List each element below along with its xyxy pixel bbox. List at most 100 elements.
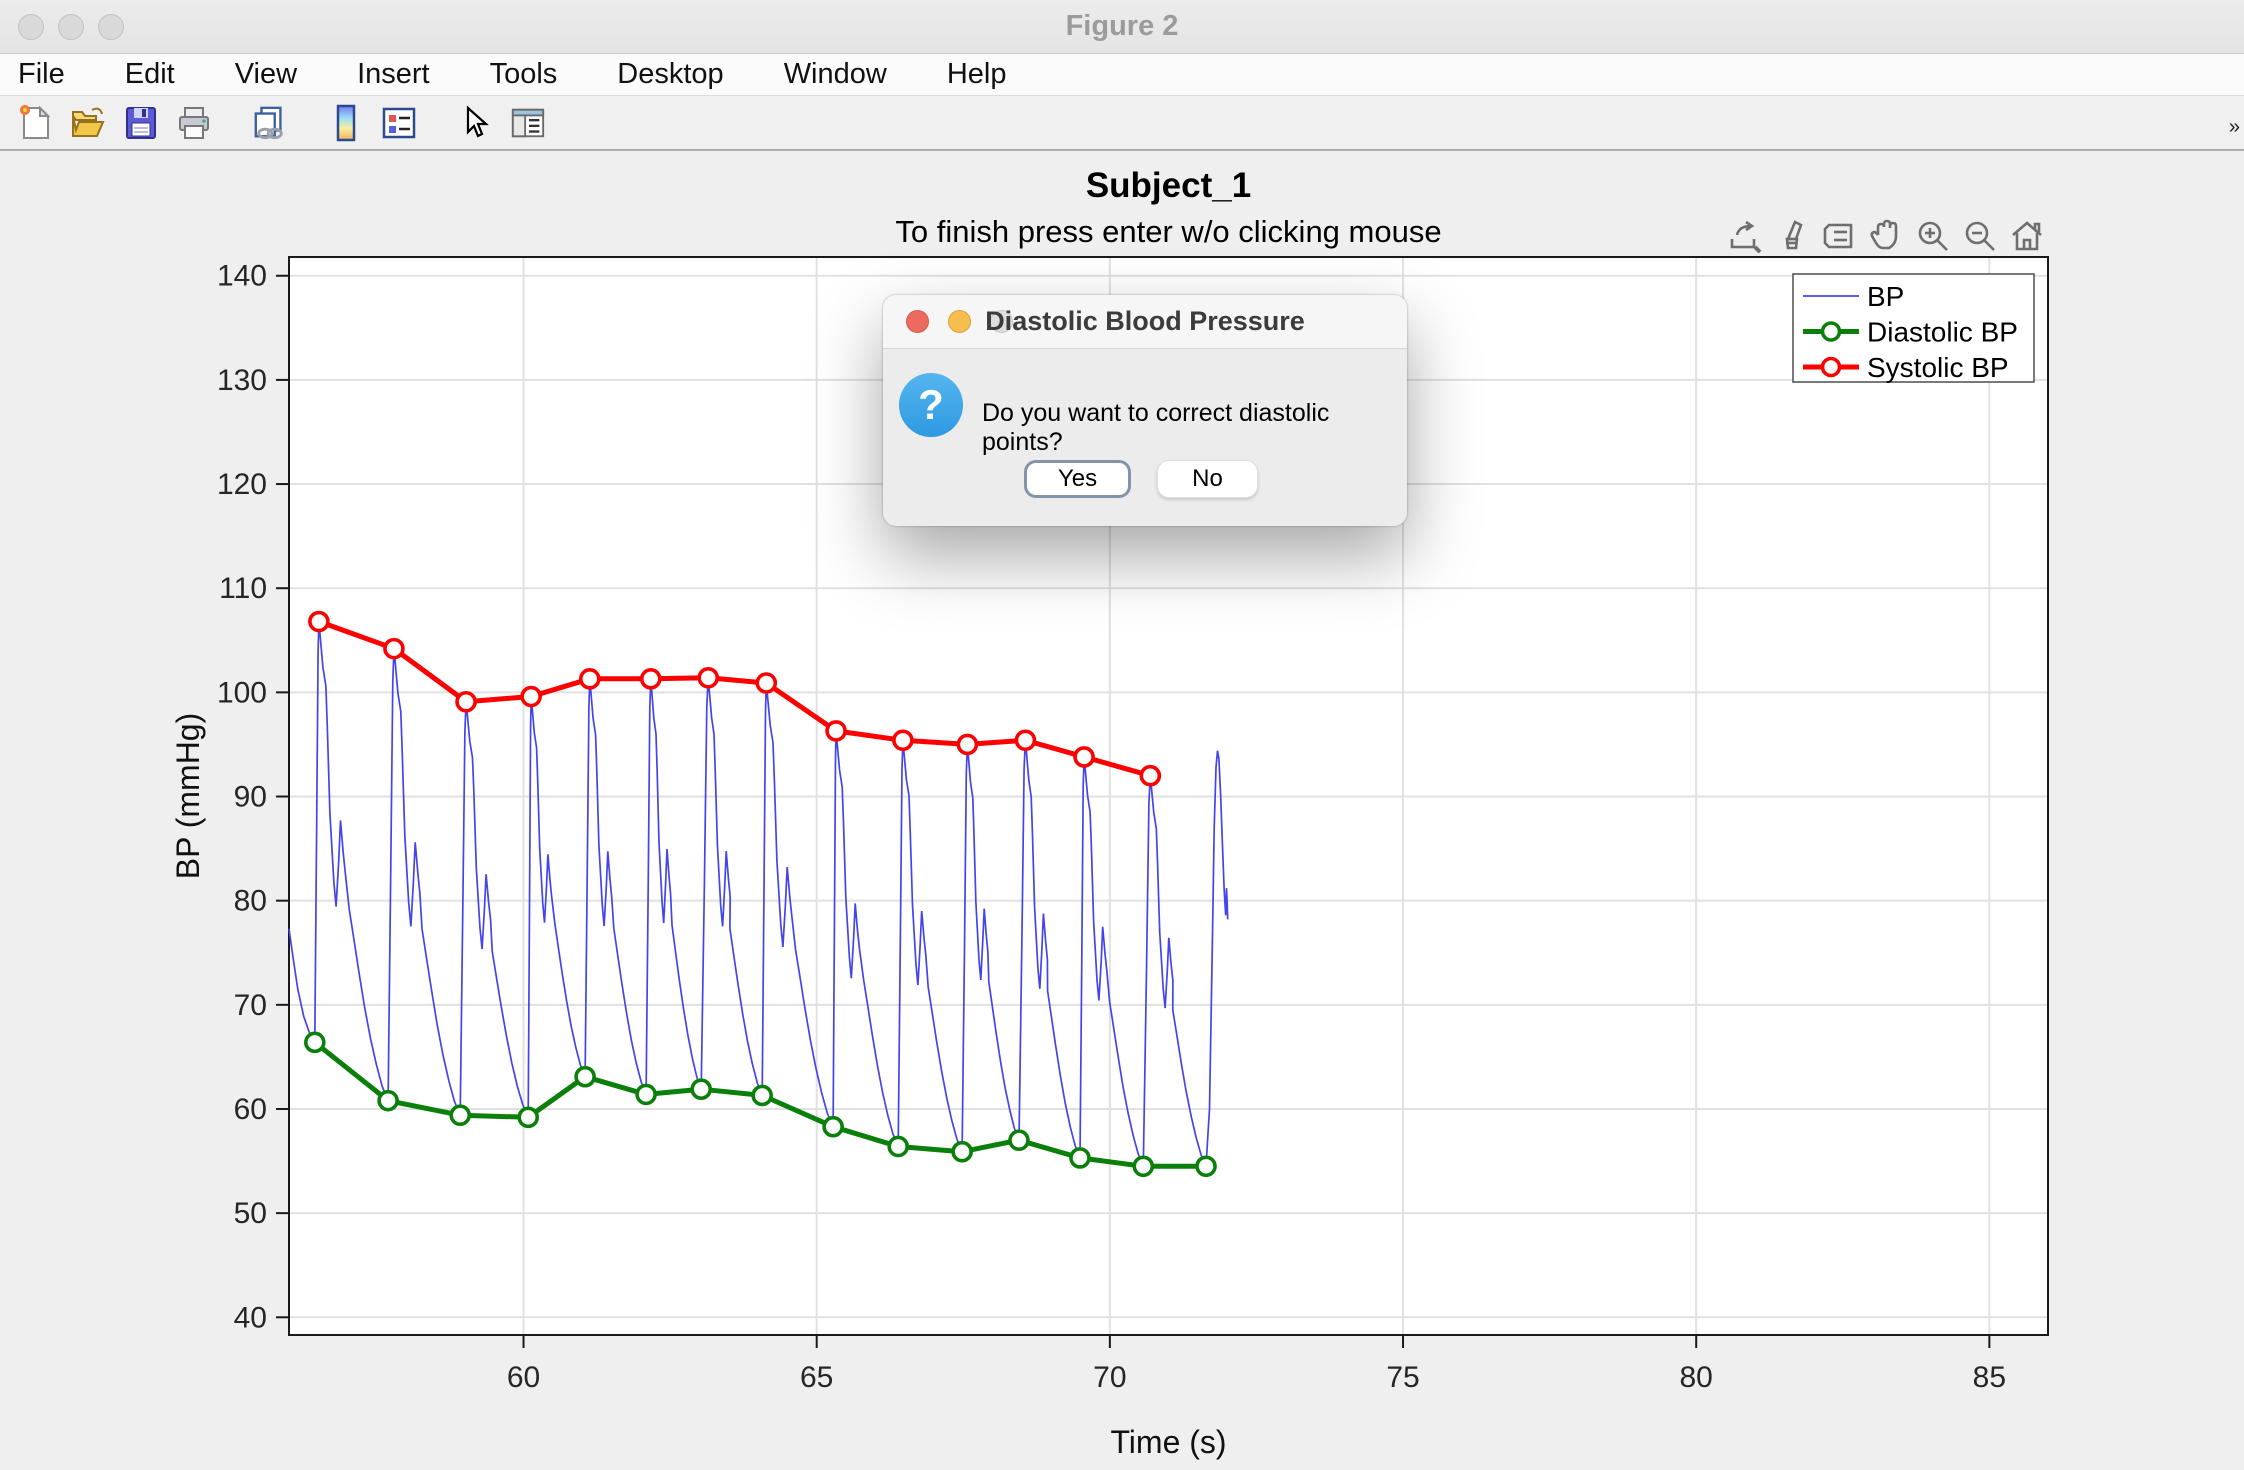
legend-label: Diastolic BP (1867, 317, 2018, 348)
menu-tools[interactable]: Tools (489, 58, 558, 90)
close-button-icon[interactable] (18, 14, 44, 40)
edit-plot-arrow-icon[interactable] (457, 104, 493, 142)
yes-button[interactable]: Yes (1024, 460, 1131, 498)
dialog-title: Diastolic Blood Pressure (985, 306, 1305, 336)
x-tick-label: 65 (800, 1361, 833, 1394)
diastolic-bp-marker (1132, 1155, 1155, 1178)
dialog-zoom-icon (990, 310, 1013, 333)
diastolic-bp-marker (887, 1135, 910, 1158)
chart-subtitle: To finish press enter w/o clicking mouse (895, 214, 1442, 249)
systolic-bp-marker (825, 720, 847, 742)
x-tick-label: 70 (1093, 1361, 1126, 1394)
figure-toolbar: » (0, 95, 2244, 151)
menu-insert[interactable]: Insert (357, 58, 430, 90)
diastolic-bp-marker (635, 1083, 657, 1106)
diastolic-bp-marker (574, 1065, 596, 1088)
legend-label: Systolic BP (1867, 352, 2009, 383)
menu-help[interactable]: Help (946, 58, 1007, 90)
systolic-bp-marker (308, 610, 330, 633)
open-file-icon[interactable] (70, 104, 106, 142)
diastolic-bp-marker (517, 1106, 540, 1129)
systolic-bp-marker (383, 637, 405, 660)
print-figure-icon[interactable] (176, 104, 212, 142)
systolic-bp-marker (755, 672, 778, 694)
menu-bar: File Edit View Insert Tools Desktop Wind… (0, 54, 2244, 95)
systolic-bp-marker (892, 729, 914, 752)
question-icon: ? (899, 373, 963, 437)
axes-toolbar (1726, 218, 2046, 254)
dialog-minimize-icon[interactable] (948, 310, 971, 333)
y-tick-label: 100 (217, 676, 267, 709)
systolic-bp-marker (1014, 729, 1037, 752)
y-tick-label: 110 (219, 572, 267, 605)
diastolic-bp-marker (377, 1089, 399, 1112)
x-tick-label: 60 (507, 1361, 540, 1394)
dialog-message: Do you want to correct diastolic points? (982, 399, 1330, 456)
y-tick-label: 80 (234, 885, 267, 918)
systolic-bp-marker (455, 690, 477, 713)
x-axis-label: Time (s) (1110, 1424, 1226, 1460)
traffic-lights (18, 14, 124, 40)
dialog-traffic-lights (906, 310, 1013, 333)
zoom-button-icon[interactable] (98, 14, 124, 40)
diastolic-bp-marker (951, 1140, 973, 1163)
zoom-in-icon[interactable] (1914, 218, 1952, 254)
toolbar-overflow-icon[interactable]: » (2228, 116, 2240, 138)
systolic-bp-marker (520, 685, 542, 708)
restore-view-home-icon[interactable] (2008, 218, 2046, 254)
y-tick-label: 70 (234, 989, 267, 1022)
menu-window[interactable]: Window (783, 58, 887, 90)
diastolic-bp-marker (449, 1104, 472, 1127)
brush-icon[interactable] (1773, 218, 1811, 254)
x-tick-label: 75 (1386, 1361, 1419, 1394)
y-tick-label: 50 (234, 1197, 267, 1230)
link-plot-icon[interactable] (252, 104, 288, 142)
pan-icon[interactable] (1867, 218, 1905, 254)
menu-desktop[interactable]: Desktop (617, 58, 724, 90)
diastolic-bp-marker (822, 1115, 844, 1138)
export-icon[interactable] (1726, 218, 1764, 254)
y-tick-label: 120 (217, 468, 267, 501)
systolic-bp-marker (578, 668, 601, 690)
dialog-close-icon[interactable] (906, 310, 929, 333)
zoom-out-icon[interactable] (1961, 218, 1999, 254)
menu-edit[interactable]: Edit (124, 58, 175, 90)
x-tick-label: 80 (1680, 1361, 1713, 1394)
systolic-bp-marker (697, 666, 720, 689)
no-button[interactable]: No (1157, 460, 1258, 498)
y-tick-label: 90 (234, 781, 267, 814)
diastolic-bp-marker (1195, 1155, 1217, 1178)
datatips-icon[interactable] (1820, 218, 1858, 254)
diastolic-dialog: Diastolic Blood Pressure ? Do you want t… (883, 295, 1407, 526)
systolic-bp-marker (639, 668, 662, 690)
legend-marker-sample (1820, 321, 1842, 342)
systolic-bp-marker (1139, 764, 1162, 787)
menu-view[interactable]: View (234, 58, 298, 90)
diastolic-bp-marker (751, 1084, 773, 1107)
y-axis-label: BP (mmHg) (170, 713, 206, 880)
diastolic-bp-marker (303, 1031, 326, 1054)
systolic-bp-marker (1073, 746, 1095, 768)
y-tick-label: 40 (234, 1301, 267, 1334)
insert-legend-icon[interactable] (381, 104, 417, 142)
y-tick-label: 130 (217, 364, 267, 397)
systolic-bp-marker (956, 733, 979, 756)
figure-canvas: 60 65 70 75 80 85 40 50 60 70 80 90 100 110 120 130 140 T… (0, 152, 2244, 1470)
dialog-titlebar: Diastolic Blood Pressure (883, 295, 1407, 349)
plot-browser-icon[interactable] (510, 104, 546, 142)
y-tick-label: 140 (217, 260, 267, 293)
save-figure-icon[interactable] (123, 104, 159, 142)
window-title: Figure 2 (1065, 10, 1179, 42)
legend-marker-sample (1820, 356, 1842, 378)
diastolic-bp-marker (1008, 1129, 1030, 1152)
minimize-button-icon[interactable] (58, 14, 84, 40)
x-tick-label: 85 (1973, 1361, 2006, 1394)
new-figure-icon[interactable] (17, 104, 53, 142)
legend-label: BP (1867, 281, 1904, 312)
legend[interactable]: BP Diastolic BP Systolic BP (1792, 273, 2035, 383)
diastolic-bp-marker (1069, 1147, 1091, 1169)
insert-colorbar-icon[interactable] (328, 104, 364, 142)
menu-file[interactable]: File (18, 58, 65, 90)
y-tick-label: 60 (234, 1093, 267, 1126)
